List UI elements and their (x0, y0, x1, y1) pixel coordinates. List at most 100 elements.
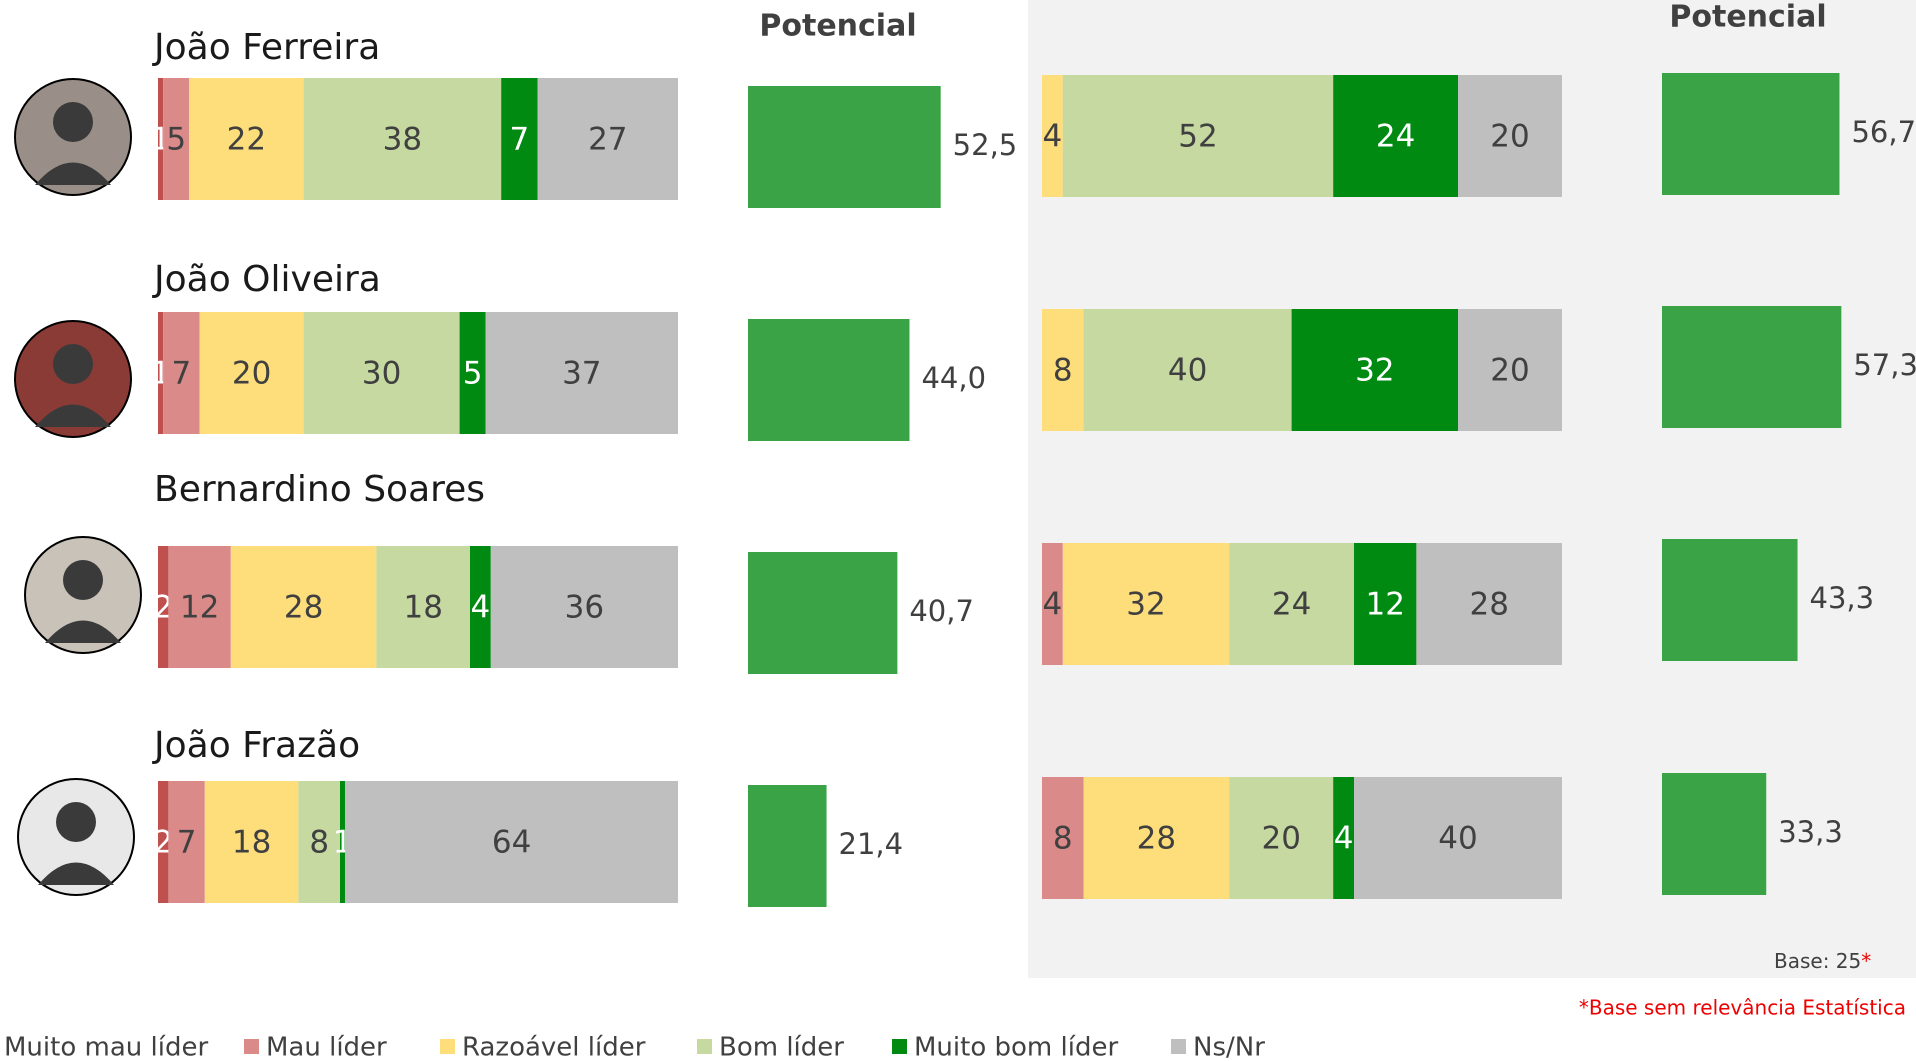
candidate-name: Bernardino Soares (154, 469, 485, 510)
candidate-name: João Frazão (152, 725, 360, 766)
bar-segment (1291, 309, 1458, 431)
bar-segment (1333, 777, 1354, 899)
bar-segment (1333, 75, 1458, 197)
silhouettes (35, 102, 121, 885)
value-label: 12 (180, 590, 219, 626)
body (35, 162, 111, 185)
value-label: 38 (383, 122, 422, 158)
value-label: 37 (562, 356, 601, 392)
bar-segment (1229, 777, 1334, 899)
body (45, 620, 121, 643)
value-label: 30 (362, 356, 401, 392)
bar-segment (459, 312, 486, 434)
bar (1662, 306, 1842, 428)
value-label: 7 (510, 122, 530, 158)
bar-segment (303, 78, 502, 200)
legend-label: Ns/Nr (1193, 1033, 1265, 1061)
bar (748, 319, 910, 441)
value-label: 32 (1126, 587, 1165, 623)
value-label: 8 (1053, 821, 1073, 857)
bar-segment (230, 546, 377, 668)
value-label: 7 (177, 825, 197, 861)
bar-segment (189, 78, 304, 200)
candidate-name: João Oliveira (152, 259, 381, 300)
bar-segment (1354, 777, 1562, 899)
bar-segment (163, 312, 200, 434)
bar-segment (1229, 543, 1354, 665)
value-label: 4 (1043, 119, 1063, 155)
bar (1662, 73, 1840, 195)
value-label: 43,3 (1810, 581, 1875, 615)
value-label: 20 (1261, 821, 1300, 857)
value-label: 32 (1355, 353, 1394, 389)
legend-swatch (697, 1039, 712, 1054)
bar-segment (1042, 543, 1063, 665)
potencial-title: Potencial (1669, 0, 1826, 35)
value-label: 18 (232, 825, 271, 861)
value-label: 20 (1490, 119, 1529, 155)
value-label: 56,7 (1851, 115, 1916, 149)
legend-swatch (244, 1039, 259, 1054)
value-label: 24 (1376, 119, 1415, 155)
bar-segment (158, 781, 169, 903)
value-label: 24 (1272, 587, 1311, 623)
bar-segment (501, 78, 538, 200)
value-label: 20 (232, 356, 271, 392)
value-label: 28 (1137, 821, 1176, 857)
bar-segment (158, 546, 169, 668)
value-label: 4 (471, 590, 491, 626)
bar-segment (490, 546, 678, 668)
legend-swatch (1171, 1039, 1186, 1054)
value-label: 27 (588, 122, 627, 158)
bar-segment (204, 781, 299, 903)
bar (1662, 773, 1767, 895)
value-label: 33,3 (1778, 815, 1843, 849)
bar-segment (1458, 75, 1562, 197)
bar-segment (1416, 543, 1562, 665)
bar-segment (199, 312, 304, 434)
value-label: 40,7 (909, 594, 974, 628)
bar-segment (1458, 309, 1562, 431)
value-label: 2 (153, 590, 173, 626)
bar-segment (158, 312, 164, 434)
base: Base: 25 (1774, 949, 1861, 973)
potencial-title: Potencial (759, 9, 916, 44)
bar-segment (1042, 777, 1084, 899)
bar-segment (1354, 543, 1417, 665)
legend-swatch (892, 1039, 907, 1054)
bar-segment (163, 78, 190, 200)
bar-segment (303, 312, 460, 434)
bar-segment (470, 546, 491, 668)
bar-segment (345, 781, 678, 903)
head (53, 344, 93, 384)
bar-segment (485, 312, 678, 434)
value-label: 4 (1043, 587, 1063, 623)
value-label: 64 (492, 825, 531, 861)
legend-label: Muito bom líder (914, 1033, 1118, 1061)
value-label: 8 (309, 825, 329, 861)
bar-segment (537, 78, 678, 200)
bar-segment (298, 781, 340, 903)
body (35, 404, 111, 427)
legend-swatch (440, 1039, 455, 1054)
value-label: 8 (1053, 353, 1073, 389)
value-label: 28 (284, 590, 323, 626)
value-label: 40 (1168, 353, 1207, 389)
bar (748, 552, 898, 674)
footnote: *Base sem relevância Estatística (1579, 996, 1906, 1020)
legend-label: Bom líder (719, 1033, 844, 1061)
value-label: 7 (172, 356, 192, 392)
bar (748, 86, 941, 208)
bar-segment (1062, 543, 1230, 665)
head (53, 102, 93, 142)
head (56, 802, 96, 842)
value-label: 5 (463, 356, 483, 392)
body (38, 862, 114, 885)
value-label: 2 (153, 825, 173, 861)
bar-segment (158, 78, 164, 200)
bar-segment (1062, 75, 1334, 197)
value-label: 20 (1490, 353, 1529, 389)
value-label: 57,3 (1853, 348, 1916, 382)
bar-segment (376, 546, 470, 668)
